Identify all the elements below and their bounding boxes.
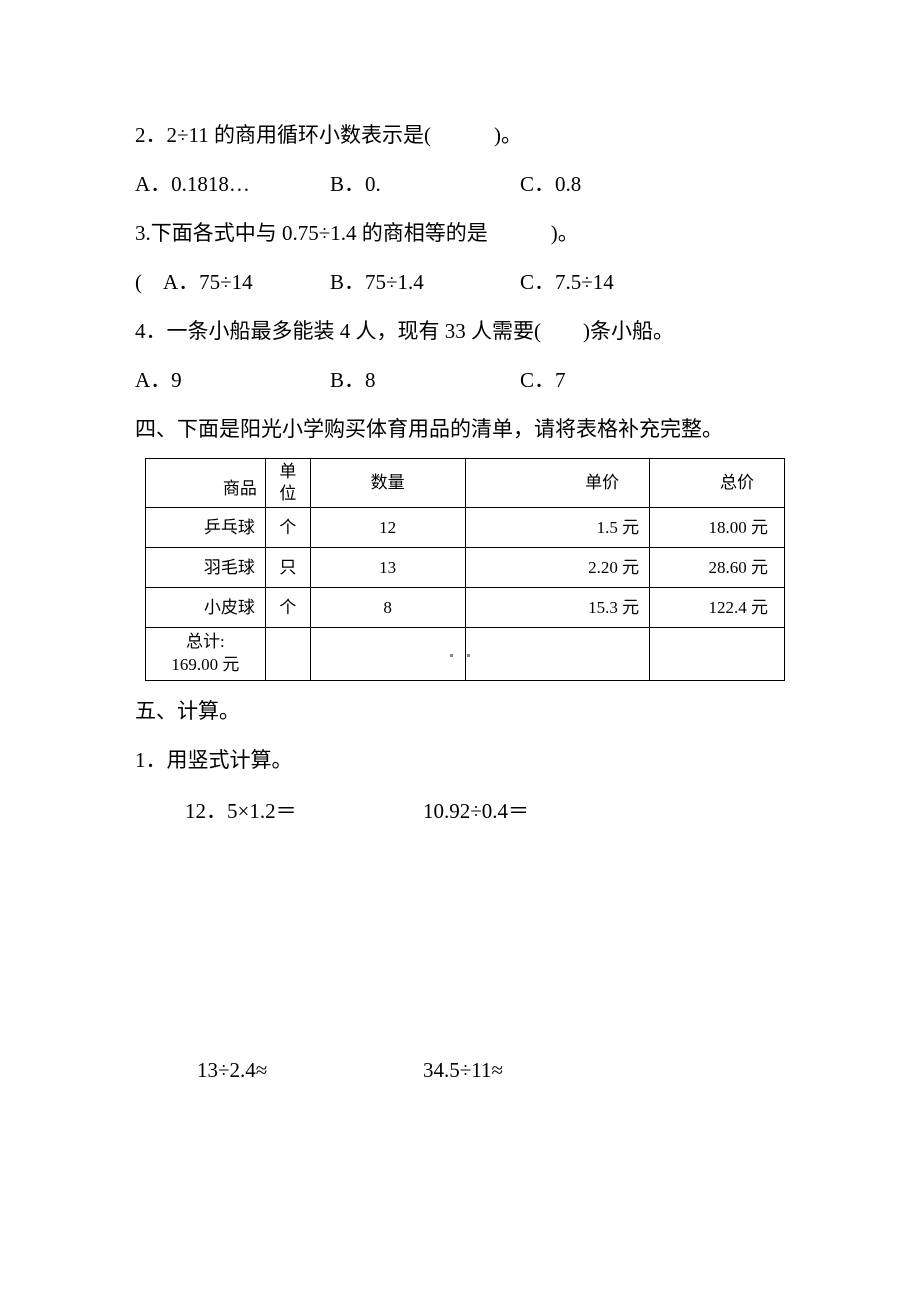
q4-choice-b: B．8 (330, 360, 520, 401)
cell-price: 15.3 元 (465, 588, 650, 628)
purchase-table: 商品 单 位 数量 单价 总价 乒乓球 个 12 1.5 元 18.00 元 羽… (145, 458, 785, 681)
cell-price: 2.20 元 (465, 547, 650, 587)
q2-choice-c: C．0.8 (520, 164, 785, 205)
cell-price: 1.5 元 (465, 507, 650, 547)
question-3-text: 3.下面各式中与 0.75÷1.4 的商相等的是 )。 (135, 213, 785, 254)
calc-problem-3: 13÷2.4≈ (135, 1050, 423, 1091)
cell-total: 122.4 元 (650, 588, 785, 628)
q3-choice-c: C．7.5÷14 (520, 262, 785, 303)
cell-product: 小皮球 (146, 588, 266, 628)
header-unit-bottom: 位 (279, 484, 296, 503)
header-unit: 单 位 (265, 458, 310, 507)
page-marker-icon (450, 654, 470, 658)
cell-qty: 8 (310, 588, 465, 628)
empty-cell (650, 628, 785, 681)
table-header-row: 商品 单 位 数量 单价 总价 (146, 458, 785, 507)
calc-problem-1: 12．5×1.2＝ (135, 791, 423, 832)
cell-total: 18.00 元 (650, 507, 785, 547)
table-row: 小皮球 个 8 15.3 元 122.4 元 (146, 588, 785, 628)
q3-choice-a: ( A．75÷14 (135, 262, 330, 303)
empty-cell (310, 628, 465, 681)
cell-unit: 只 (265, 547, 310, 587)
cell-product: 乒乓球 (146, 507, 266, 547)
question-3-choices: ( A．75÷14 B．75÷1.4 C．7.5÷14 (135, 262, 785, 303)
header-total: 总价 (650, 458, 785, 507)
q2-choice-a: A．0.1818… (135, 164, 330, 205)
empty-cell (265, 628, 310, 681)
cell-product: 羽毛球 (146, 547, 266, 587)
cell-unit: 个 (265, 507, 310, 547)
cell-qty: 13 (310, 547, 465, 587)
header-product: 商品 (146, 458, 266, 507)
empty-cell (465, 628, 650, 681)
question-2-text: 2．2÷11 的商用循环小数表示是( )。 (135, 115, 785, 156)
question-4-text: 4．一条小船最多能装 4 人，现有 33 人需要( )条小船。 (135, 311, 785, 352)
calc-problem-4: 34.5÷11≈ (423, 1050, 785, 1091)
q4-choice-a: A．9 (135, 360, 330, 401)
cell-unit: 个 (265, 588, 310, 628)
q4-choice-c: C．7 (520, 360, 785, 401)
question-4-choices: A．9 B．8 C．7 (135, 360, 785, 401)
total-label-cell: 总计: 169.00 元 (146, 628, 266, 681)
calc-row-2: 13÷2.4≈ 34.5÷11≈ (135, 1050, 785, 1091)
calc-problem-2: 10.92÷0.4＝ (423, 791, 785, 832)
section-4-heading: 四、下面是阳光小学购买体育用品的清单，请将表格补充完整。 (135, 409, 785, 450)
q3-choice-b: B．75÷1.4 (330, 262, 520, 303)
total-label-2: 169.00 元 (171, 655, 239, 674)
section-5-sub1: 1．用竖式计算。 (135, 740, 785, 781)
table-row: 乒乓球 个 12 1.5 元 18.00 元 (146, 507, 785, 547)
header-unit-top: 单 (279, 462, 296, 481)
header-price: 单价 (465, 458, 650, 507)
total-label-1: 总计: (186, 632, 225, 651)
calc-row-1: 12．5×1.2＝ 10.92÷0.4＝ (135, 791, 785, 832)
cell-qty: 12 (310, 507, 465, 547)
cell-total: 28.60 元 (650, 547, 785, 587)
header-qty: 数量 (310, 458, 465, 507)
section-5-heading: 五、计算。 (135, 691, 785, 732)
q2-choice-b: B．0. (330, 164, 520, 205)
table-row: 羽毛球 只 13 2.20 元 28.60 元 (146, 547, 785, 587)
question-2-choices: A．0.1818… B．0. C．0.8 (135, 164, 785, 205)
